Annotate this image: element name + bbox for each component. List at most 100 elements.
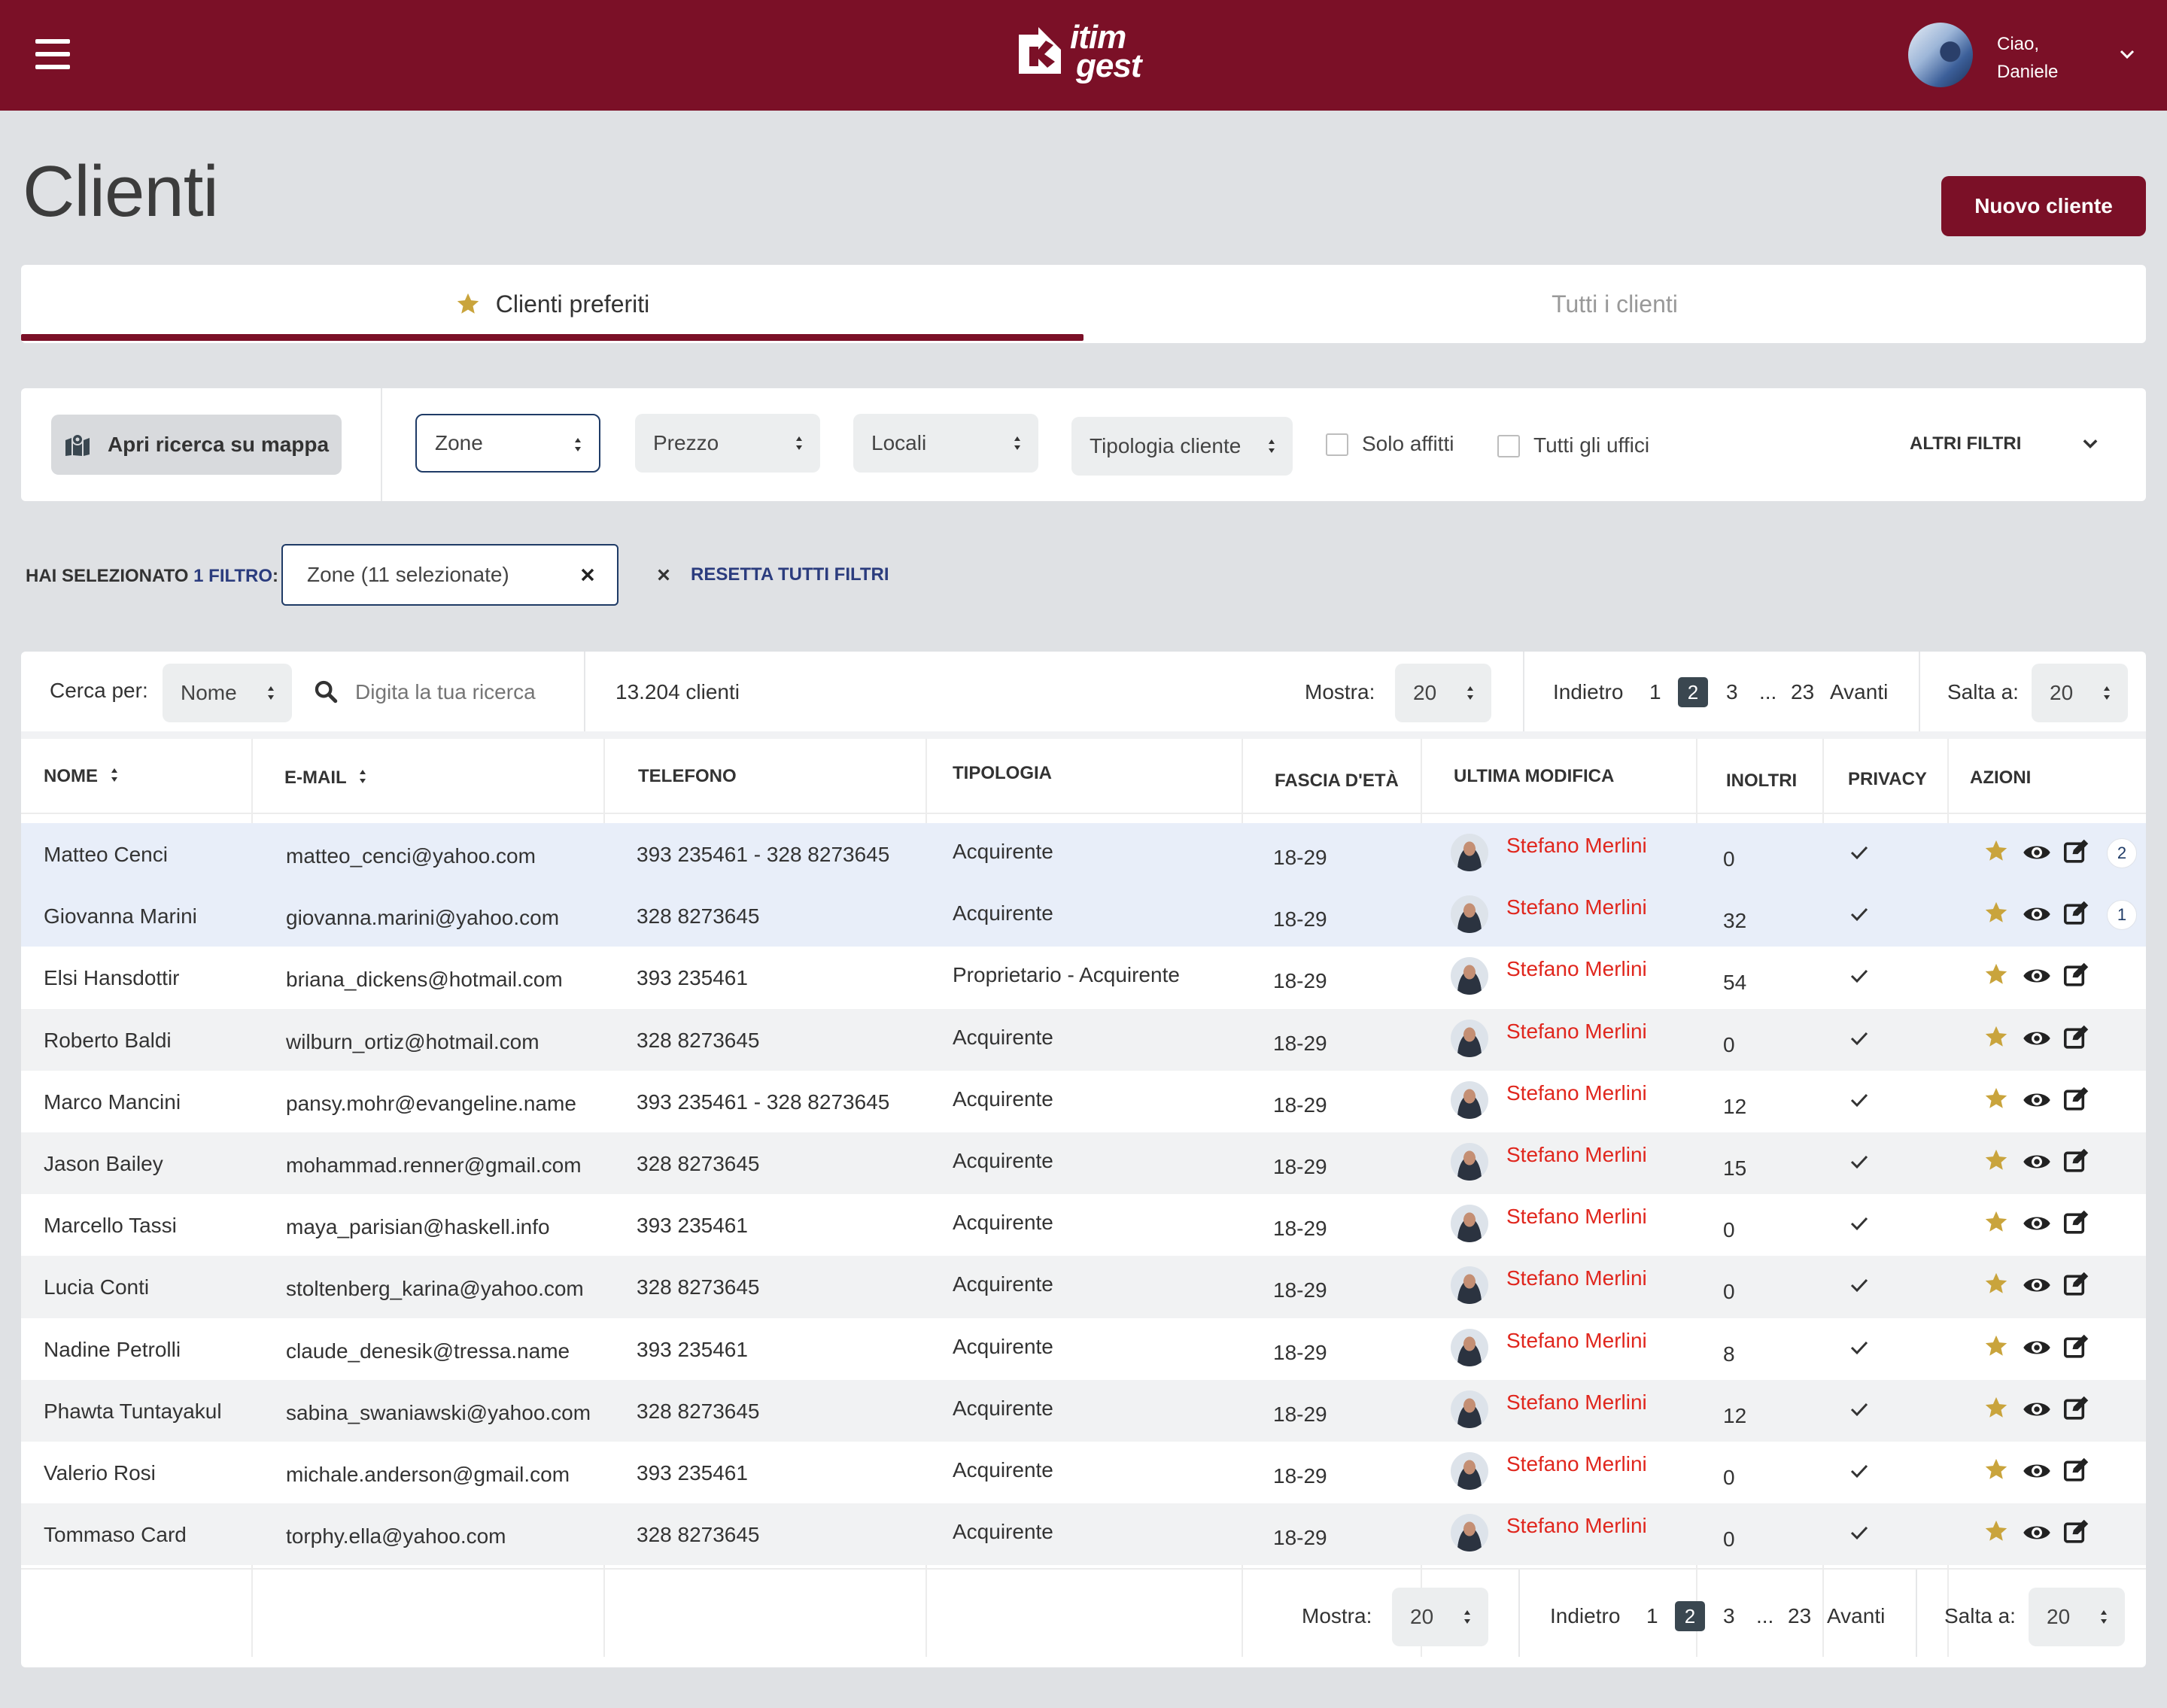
table-row[interactable]: Marcello Tassi maya_parisian@haskell.info… [21,1194,2146,1257]
edit-icon[interactable] [2063,962,2090,991]
last-modified-by[interactable]: Stefano Merlini [1506,957,1647,981]
edit-icon[interactable] [2063,838,2090,868]
table-row[interactable]: Valerio Rosi michale.anderson@gmail.com 39… [21,1442,2146,1504]
last-modified-by[interactable]: Stefano Merlini [1506,1514,1647,1538]
edit-icon[interactable] [2063,900,2090,929]
edit-icon[interactable] [2063,1457,2090,1486]
table-row[interactable]: Marco Mancini pansy.mohr@evangeline.name 3… [21,1070,2146,1132]
reset-filters-button[interactable]: RESETTA TUTTI FILTRI [656,564,889,585]
chevron-down-icon[interactable] [2080,433,2101,454]
pagination-page-3[interactable]: 3 [1726,680,1738,704]
show-count-select-bottom[interactable]: 20 [1392,1588,1488,1646]
table-row[interactable]: Lucia Conti stoltenberg_karina@yahoo.com 3… [21,1256,2146,1318]
tab-all-clients[interactable]: Tutti i clienti [1084,265,2146,343]
eye-icon[interactable] [2023,903,2051,929]
last-modified-by[interactable]: Stefano Merlini [1506,1205,1647,1229]
edit-icon[interactable] [2063,1024,2090,1053]
eye-icon[interactable] [2023,1212,2051,1238]
table-row[interactable]: Elsi Hansdottir briana_dickens@hotmail.co… [21,947,2146,1009]
star-icon[interactable] [1983,1518,2009,1548]
client-type-select[interactable]: Tipologia cliente [1071,417,1293,476]
pagination-page-3[interactable]: 3 [1723,1604,1735,1627]
star-icon[interactable] [1983,1271,2009,1300]
user-greeting[interactable]: Ciao, Daniele [1997,30,2058,86]
edit-icon[interactable] [2063,1147,2090,1177]
edit-icon[interactable] [2063,1518,2090,1548]
jump-to-select[interactable]: 20 [2032,664,2128,722]
eye-icon[interactable] [2023,1398,2051,1424]
notification-badge[interactable]: 1 [2107,900,2137,931]
star-icon[interactable] [1983,1086,2009,1115]
pagination-page-current[interactable]: 2 [1678,677,1708,707]
table-row[interactable]: Matteo Cenci matteo_cenci@yahoo.com 393 23… [21,823,2146,886]
table-row[interactable]: Phawta Tuntayakul sabina_swaniawski@yahoo… [21,1379,2146,1442]
open-map-search-button[interactable]: Apri ricerca su mappa [51,415,342,475]
column-email[interactable]: E-MAIL [284,767,368,789]
user-avatar[interactable] [1908,23,1973,87]
pagination-prev[interactable]: Indietro [1553,680,1624,704]
eye-icon[interactable] [2023,1521,2051,1548]
close-icon[interactable] [579,567,596,583]
pagination-page-1[interactable]: 1 [1649,680,1661,704]
last-modified-by[interactable]: Stefano Merlini [1506,1143,1647,1166]
pagination-prev[interactable]: Indietro [1550,1604,1621,1627]
star-icon[interactable] [1983,1209,2009,1238]
last-modified-by[interactable]: Stefano Merlini [1506,1452,1647,1476]
all-offices-checkbox[interactable] [1497,435,1520,457]
star-icon[interactable] [1983,1024,2009,1053]
last-modified-by[interactable]: Stefano Merlini [1506,834,1647,857]
table-row[interactable]: Nadine Petrolli claude_denesik@tressa.nam… [21,1317,2146,1380]
show-count-select[interactable]: 20 [1395,664,1491,722]
chevron-down-icon[interactable] [2118,45,2136,63]
pagination-last-page[interactable]: 23 [1788,1604,1812,1627]
new-client-button[interactable]: Nuovo cliente [1941,176,2146,236]
star-icon[interactable] [1983,1395,2009,1424]
search-input[interactable] [355,668,581,716]
pagination-page-1[interactable]: 1 [1646,1604,1658,1627]
edit-icon[interactable] [2063,1271,2090,1300]
edit-icon[interactable] [2063,1395,2090,1424]
price-select[interactable]: Prezzo [635,414,820,473]
star-icon[interactable] [1983,1457,2009,1486]
table-row[interactable]: Tommaso Card torphy.ella@yahoo.com 328 827… [21,1503,2146,1566]
edit-icon[interactable] [2063,1086,2090,1115]
table-row[interactable]: Roberto Baldi wilburn_ortiz@hotmail.com 32… [21,1008,2146,1071]
rent-only-label[interactable]: Solo affitti [1362,432,1454,455]
rent-only-checkbox[interactable] [1326,433,1348,456]
search-field-select[interactable]: Nome [163,664,292,722]
last-modified-by[interactable]: Stefano Merlini [1506,1019,1647,1043]
pagination-last-page[interactable]: 23 [1791,680,1815,704]
star-icon[interactable] [1983,838,2009,868]
notification-badge[interactable]: 2 [2107,838,2137,868]
edit-icon[interactable] [2063,1209,2090,1238]
zone-select[interactable]: Zone [415,414,600,473]
eye-icon[interactable] [2023,1027,2051,1053]
eye-icon[interactable] [2023,1089,2051,1115]
pagination-next[interactable]: Avanti [1827,1604,1886,1627]
jump-to-select-bottom[interactable]: 20 [2029,1588,2125,1646]
eye-icon[interactable] [2023,841,2051,868]
all-offices-label[interactable]: Tutti gli uffici [1533,433,1650,457]
edit-icon[interactable] [2063,1333,2090,1363]
app-logo[interactable]: itim gest [1016,21,1159,84]
more-filters-toggle[interactable]: ALTRI FILTRI [1910,433,2022,454]
pagination-next[interactable]: Avanti [1830,680,1889,704]
rooms-select[interactable]: Locali [853,414,1038,473]
last-modified-by[interactable]: Stefano Merlini [1506,1390,1647,1414]
pagination-page-current[interactable]: 2 [1675,1601,1705,1631]
last-modified-by[interactable]: Stefano Merlini [1506,1080,1647,1105]
last-modified-by[interactable]: Stefano Merlini [1506,895,1647,919]
table-row[interactable]: Jason Bailey mohammad.renner@gmail.com 328… [21,1132,2146,1195]
star-icon[interactable] [1983,962,2009,991]
eye-icon[interactable] [2023,965,2051,991]
eye-icon[interactable] [2023,1460,2051,1486]
star-icon[interactable] [1983,900,2009,929]
column-name[interactable]: NOME [44,766,120,787]
star-icon[interactable] [1983,1147,2009,1177]
last-modified-by[interactable]: Stefano Merlini [1506,1266,1647,1290]
eye-icon[interactable] [2023,1150,2051,1177]
star-icon[interactable] [1983,1333,2009,1363]
menu-icon[interactable] [35,39,70,69]
last-modified-by[interactable]: Stefano Merlini [1506,1328,1647,1352]
eye-icon[interactable] [2023,1336,2051,1363]
